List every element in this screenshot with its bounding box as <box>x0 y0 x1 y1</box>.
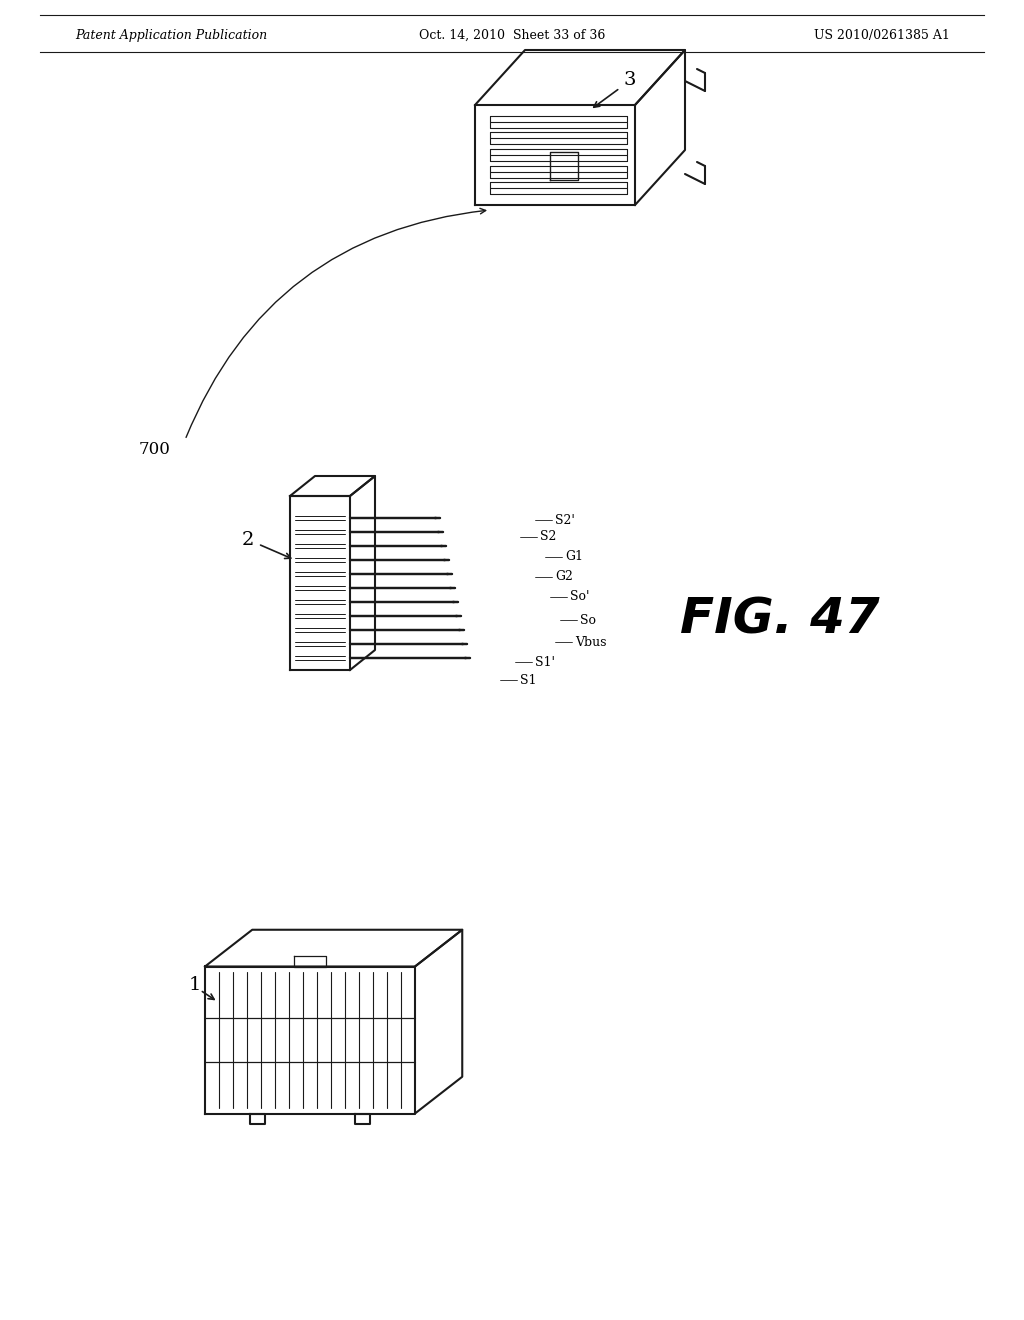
Text: So: So <box>580 614 596 627</box>
Text: G1: G1 <box>565 550 583 564</box>
Text: Oct. 14, 2010  Sheet 33 of 36: Oct. 14, 2010 Sheet 33 of 36 <box>419 29 605 41</box>
Text: 3: 3 <box>624 71 636 88</box>
Text: FIG. 47: FIG. 47 <box>680 597 880 644</box>
Text: US 2010/0261385 A1: US 2010/0261385 A1 <box>814 29 950 41</box>
Text: Vbus: Vbus <box>575 635 606 648</box>
Text: 700: 700 <box>139 441 171 458</box>
Text: G2: G2 <box>555 570 572 583</box>
Text: S2': S2' <box>555 513 574 527</box>
Text: So': So' <box>570 590 590 603</box>
Text: 1: 1 <box>188 975 201 994</box>
Text: 2: 2 <box>242 531 254 549</box>
Text: Patent Application Publication: Patent Application Publication <box>75 29 267 41</box>
Text: S2: S2 <box>540 531 556 544</box>
Text: S1: S1 <box>520 673 537 686</box>
Text: S1': S1' <box>535 656 555 668</box>
